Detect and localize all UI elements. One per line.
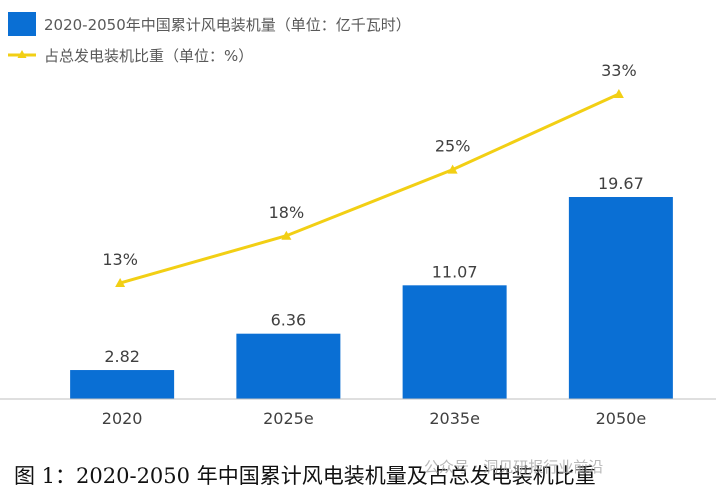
bar-data-label: 19.67 — [598, 174, 644, 193]
legend-bar-swatch — [8, 12, 36, 36]
line-marker — [281, 230, 292, 240]
bar-data-label: 6.36 — [271, 311, 307, 330]
line-marker — [115, 278, 126, 287]
x-tick-label: 2020 — [102, 409, 143, 428]
chart: 2020-2050年中国累计风电装机量（单位：亿千瓦时） 占总发电装机比重（单位… — [0, 12, 716, 428]
bar — [402, 285, 507, 399]
bar — [568, 197, 673, 399]
bar — [70, 370, 175, 399]
x-tick-label: 2035e — [429, 409, 480, 428]
line-marker — [447, 164, 458, 174]
line-data-label: 33% — [601, 61, 637, 80]
line-series — [119, 92, 620, 285]
legend-line-label: 占总发电装机比重（单位：%） — [44, 47, 253, 65]
watermark: 公众号 · 洞见研报行业前沿 — [424, 458, 604, 476]
legend-bar-label: 2020-2050年中国累计风电装机量（单位：亿千瓦时） — [44, 16, 411, 34]
legend-line-marker — [17, 50, 27, 58]
line-data-label: 13% — [102, 250, 138, 269]
legend: 2020-2050年中国累计风电装机量（单位：亿千瓦时） 占总发电装机比重（单位… — [8, 12, 411, 65]
bar-data-label: 11.07 — [432, 262, 478, 281]
x-tick-label: 2025e — [263, 409, 314, 428]
plot-area: 2.82 6.36 11.07 19.67 2020 2025e 2035e 2050e 13%… — [0, 61, 716, 428]
line-marker — [613, 89, 624, 98]
figure-caption: 图 1：2020-2050 年中国累计风电装机量及占总发电装机比重 — [14, 464, 596, 488]
bar-data-label: 2.82 — [104, 347, 140, 366]
line-data-label: 18% — [269, 203, 305, 222]
line-data-label: 25% — [435, 137, 471, 156]
bar — [236, 333, 341, 399]
x-tick-label: 2050e — [596, 409, 647, 428]
